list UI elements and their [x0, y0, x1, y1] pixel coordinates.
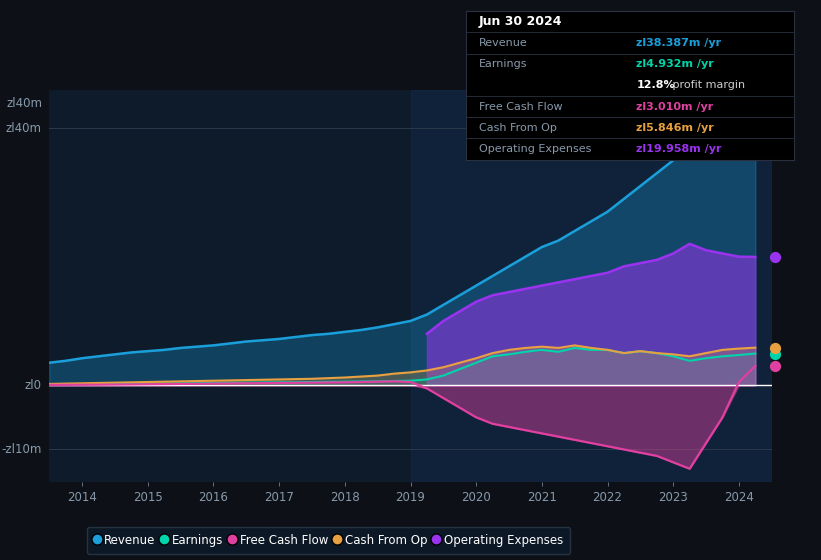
Text: Revenue: Revenue [479, 38, 527, 48]
Text: zl40m: zl40m [7, 96, 43, 110]
Point [768, 343, 782, 352]
Point [768, 361, 782, 370]
Point [768, 253, 782, 262]
Text: Cash From Op: Cash From Op [479, 123, 557, 133]
Text: 12.8%: 12.8% [636, 81, 675, 90]
Text: Jun 30 2024: Jun 30 2024 [479, 15, 562, 29]
Text: zl3.010m /yr: zl3.010m /yr [636, 101, 713, 111]
Text: zl0: zl0 [25, 379, 41, 391]
Text: zl19.958m /yr: zl19.958m /yr [636, 144, 722, 154]
Text: Free Cash Flow: Free Cash Flow [479, 101, 562, 111]
Point [768, 349, 782, 358]
Legend: Revenue, Earnings, Free Cash Flow, Cash From Op, Operating Expenses: Revenue, Earnings, Free Cash Flow, Cash … [86, 527, 571, 554]
Text: profit margin: profit margin [669, 81, 745, 90]
Text: zl5.846m /yr: zl5.846m /yr [636, 123, 714, 133]
Text: zl38.387m /yr: zl38.387m /yr [636, 38, 722, 48]
Text: Operating Expenses: Operating Expenses [479, 144, 591, 154]
Point [768, 134, 782, 143]
Text: zl4.932m /yr: zl4.932m /yr [636, 59, 714, 69]
Text: -zl10m: -zl10m [1, 443, 41, 456]
Bar [410, 90, 772, 482]
Text: zl40m: zl40m [6, 122, 41, 134]
Text: Earnings: Earnings [479, 59, 527, 69]
